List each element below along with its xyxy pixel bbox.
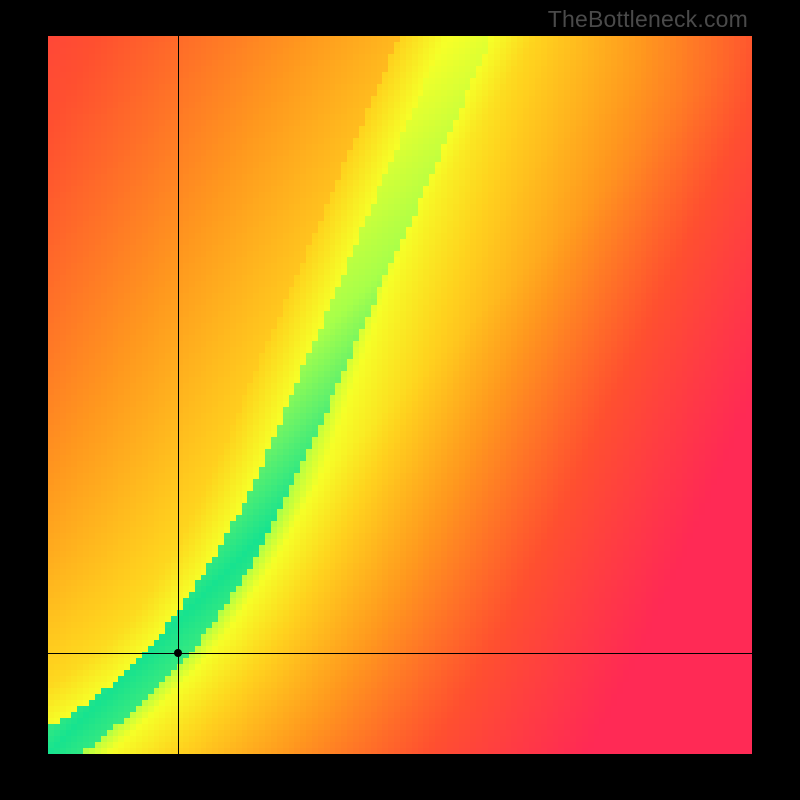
crosshair-horizontal-line	[48, 653, 752, 654]
chart-frame: TheBottleneck.com	[0, 0, 800, 800]
heatmap-plot-area	[48, 36, 752, 754]
crosshair-vertical-line	[178, 36, 179, 754]
crosshair-dot	[174, 649, 182, 657]
watermark-text: TheBottleneck.com	[548, 6, 748, 33]
heatmap-canvas	[48, 36, 752, 754]
